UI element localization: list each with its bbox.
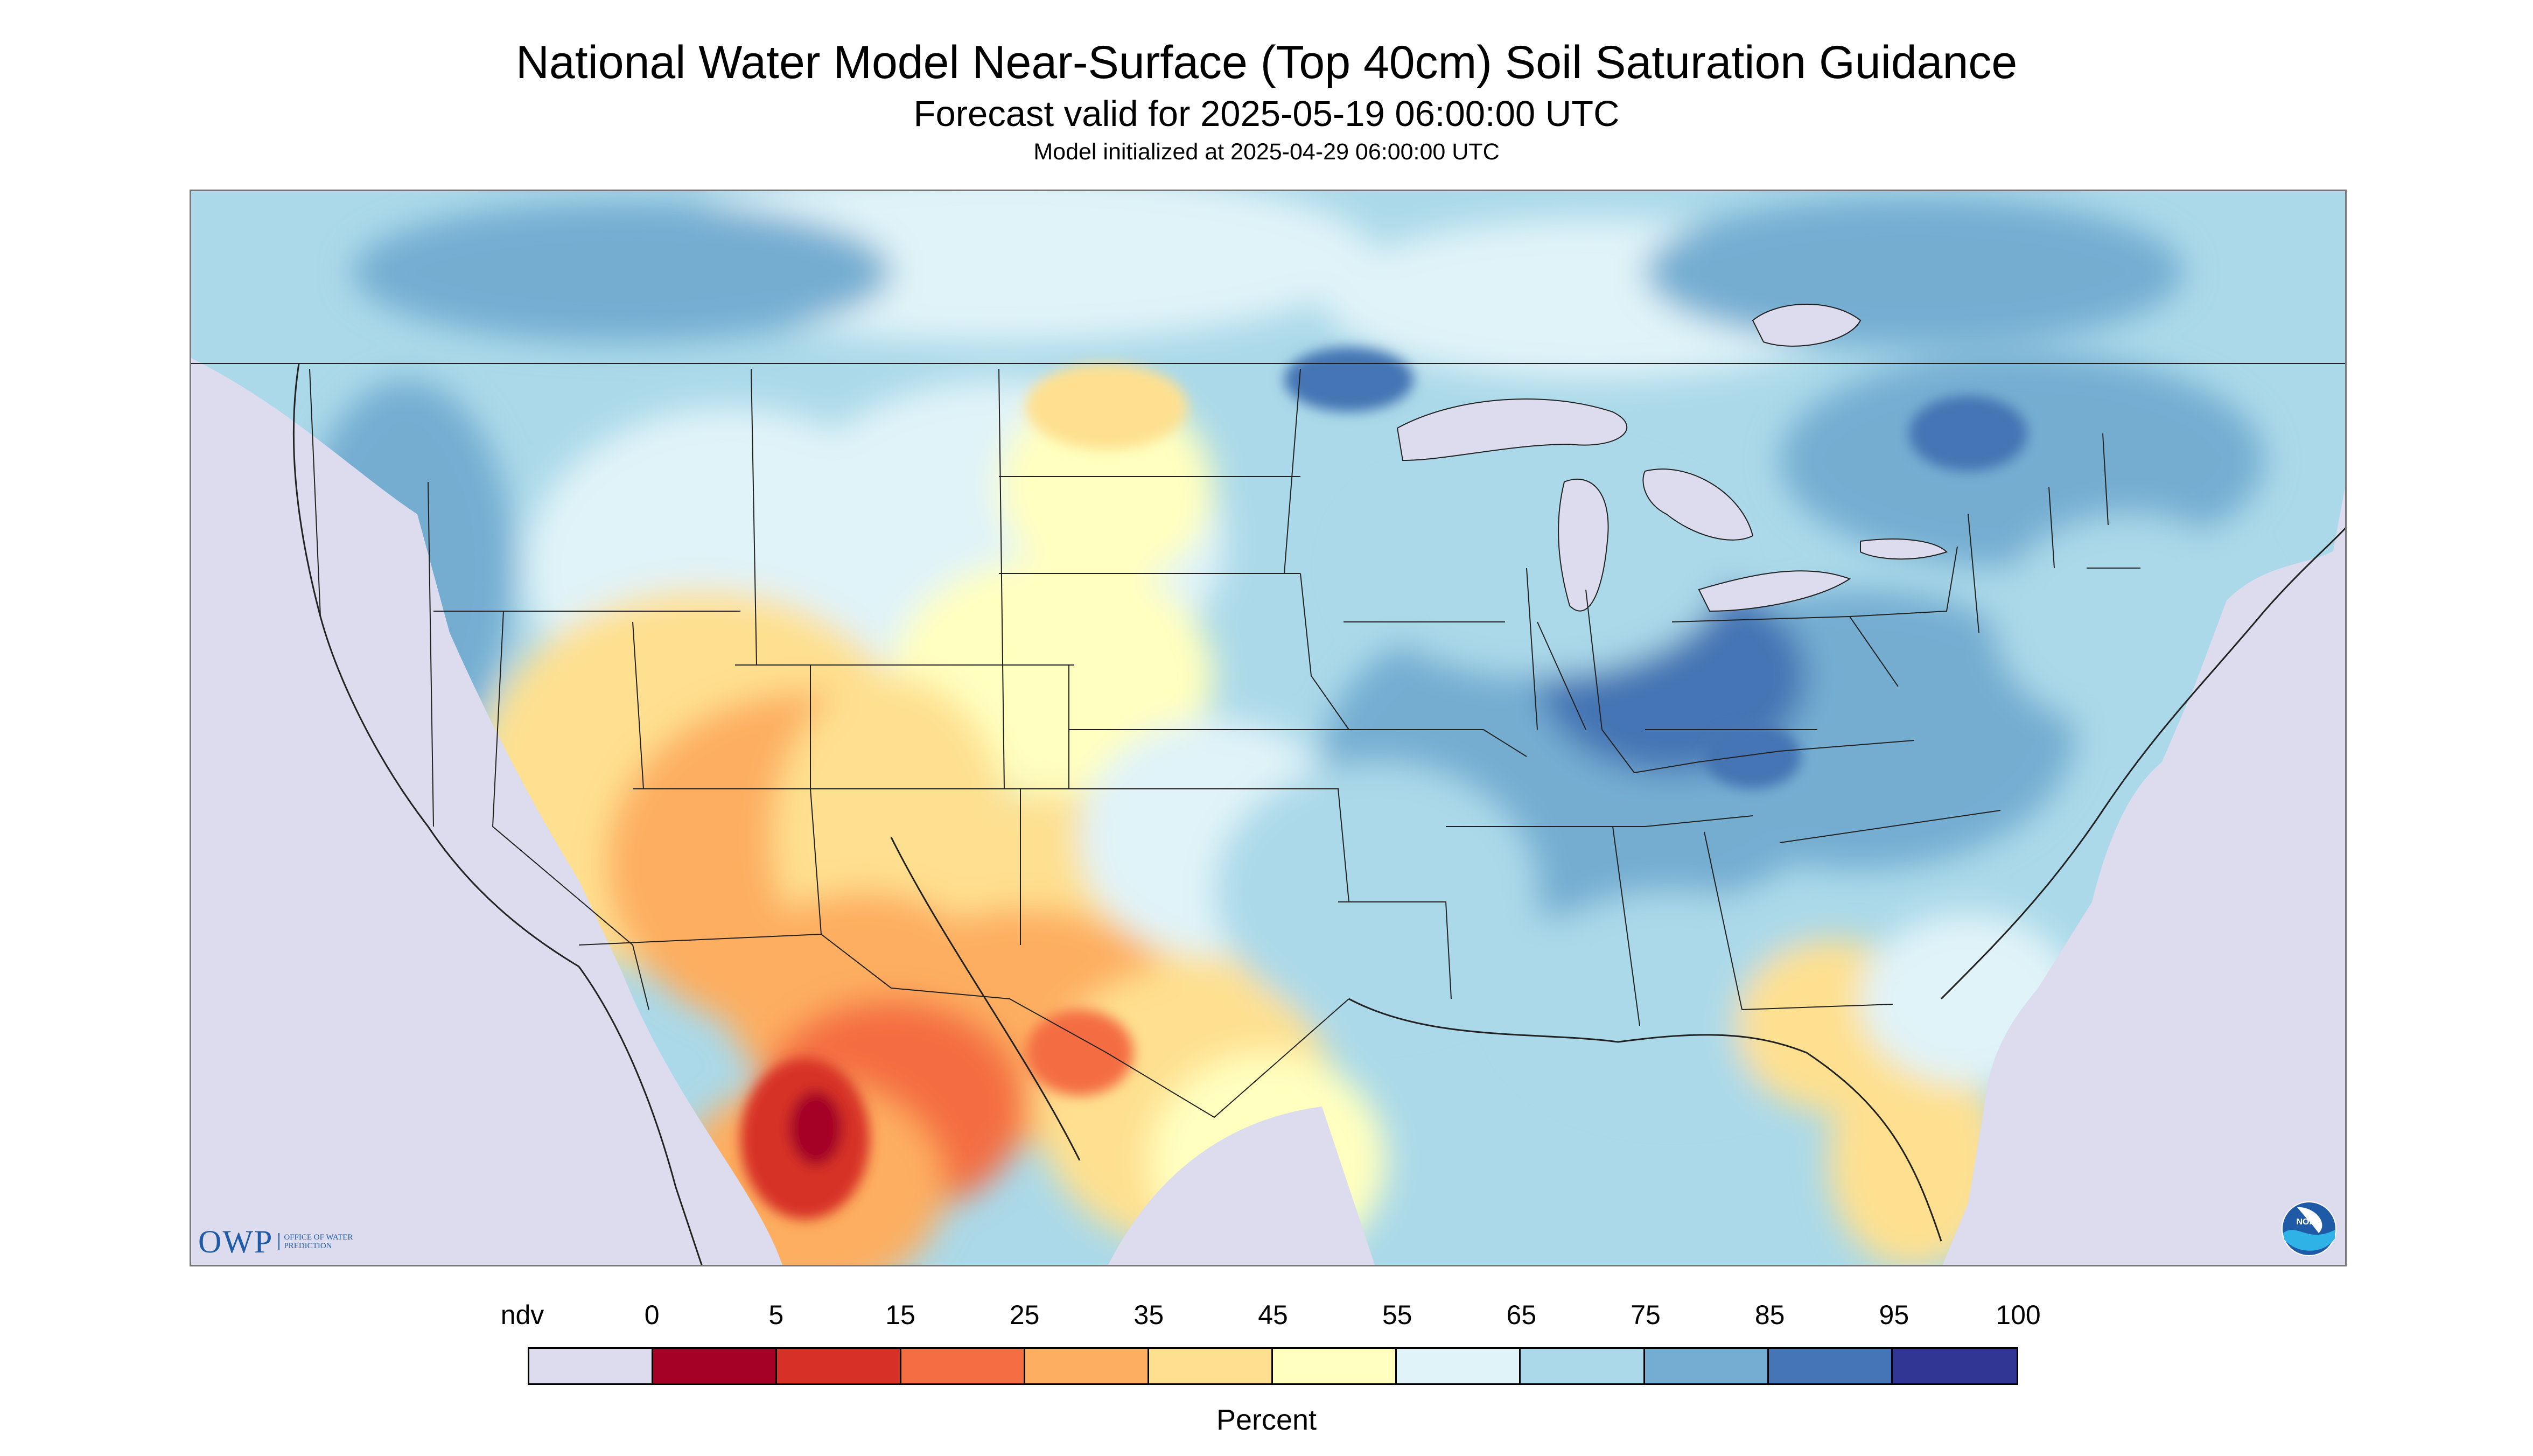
colorbar-swatch [777, 1349, 901, 1383]
colorbar-tick-label: 5 [768, 1300, 784, 1330]
colorbar-tick-label: 85 [1754, 1300, 1785, 1330]
us-mexico-border [578, 933, 1349, 1118]
colorbar-tick-label: 25 [1009, 1300, 1040, 1330]
noaa-logo: NOAA [2281, 1201, 2337, 1259]
colorbar-swatch [1273, 1349, 1397, 1383]
owp-logo-subtext: OFFICE OF WATER PREDICTION [278, 1233, 359, 1250]
colorbar-tick-label: 0 [644, 1300, 660, 1330]
colorbar-tick-label: 75 [1631, 1300, 1661, 1330]
colorbar-tick-label: 55 [1382, 1300, 1412, 1330]
forecast-valid-subtitle: Forecast valid for 2025-05-19 06:00:00 U… [913, 94, 1620, 134]
colorbar-swatch [1892, 1349, 2017, 1383]
colorbar-tick-label: ndv [500, 1300, 544, 1330]
colorbar-tick-label: 15 [885, 1300, 915, 1330]
colorbar-tick-label: 65 [1506, 1300, 1537, 1330]
colorbar-swatch [1521, 1349, 1645, 1383]
colorbar-tick-label: 95 [1879, 1300, 1909, 1330]
noaa-logo-text: NOAA [2296, 1217, 2322, 1227]
colorbar-swatch [529, 1349, 654, 1383]
noaa-emblem: NOAA [2282, 1201, 2336, 1256]
no-data-west [191, 568, 470, 1265]
colorbar-swatch [1397, 1349, 1521, 1383]
colorbar-tick-label: 45 [1258, 1300, 1288, 1330]
colorbar-swatch [1645, 1349, 1769, 1383]
colorbar-tick-label: 100 [1996, 1300, 2041, 1330]
owp-logo-text: OWP [198, 1223, 274, 1259]
colorbar-tick-label: 35 [1133, 1300, 1164, 1330]
colorbar-title: Percent [1216, 1404, 1317, 1436]
great-lakes [1396, 304, 1948, 612]
soil-saturation-map [190, 190, 2347, 1266]
colorbar-swatch [653, 1349, 778, 1383]
colorbar-swatch [1025, 1349, 1149, 1383]
colorbar [528, 1347, 2018, 1385]
colorbar-swatch [901, 1349, 1025, 1383]
chart-title: National Water Model Near-Surface (Top 4… [515, 37, 2018, 88]
no-data-east [2216, 487, 2345, 1265]
model-init-line: Model initialized at 2025-04-29 06:00:00… [1033, 139, 1500, 165]
colorbar-swatch [1149, 1349, 1274, 1383]
colorbar-swatch [1768, 1349, 1893, 1383]
map-canvas [191, 191, 2345, 1265]
owp-logo: OWP OFFICE OF WATER PREDICTION [198, 1220, 359, 1263]
coastlines [292, 363, 2345, 1265]
